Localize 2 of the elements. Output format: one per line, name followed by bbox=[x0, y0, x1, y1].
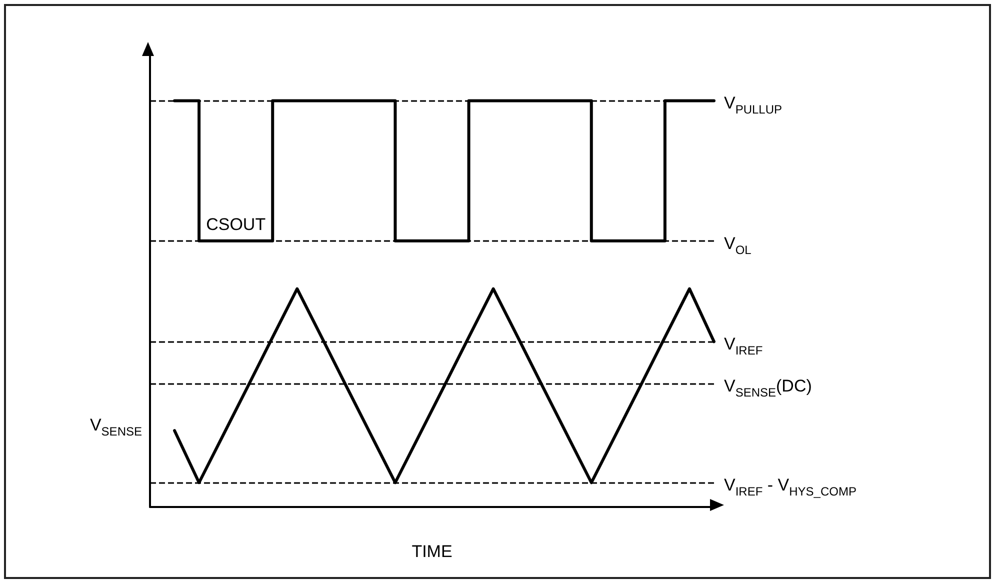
series-label: CSOUT bbox=[206, 214, 266, 234]
x-axis-title: TIME bbox=[412, 542, 452, 561]
